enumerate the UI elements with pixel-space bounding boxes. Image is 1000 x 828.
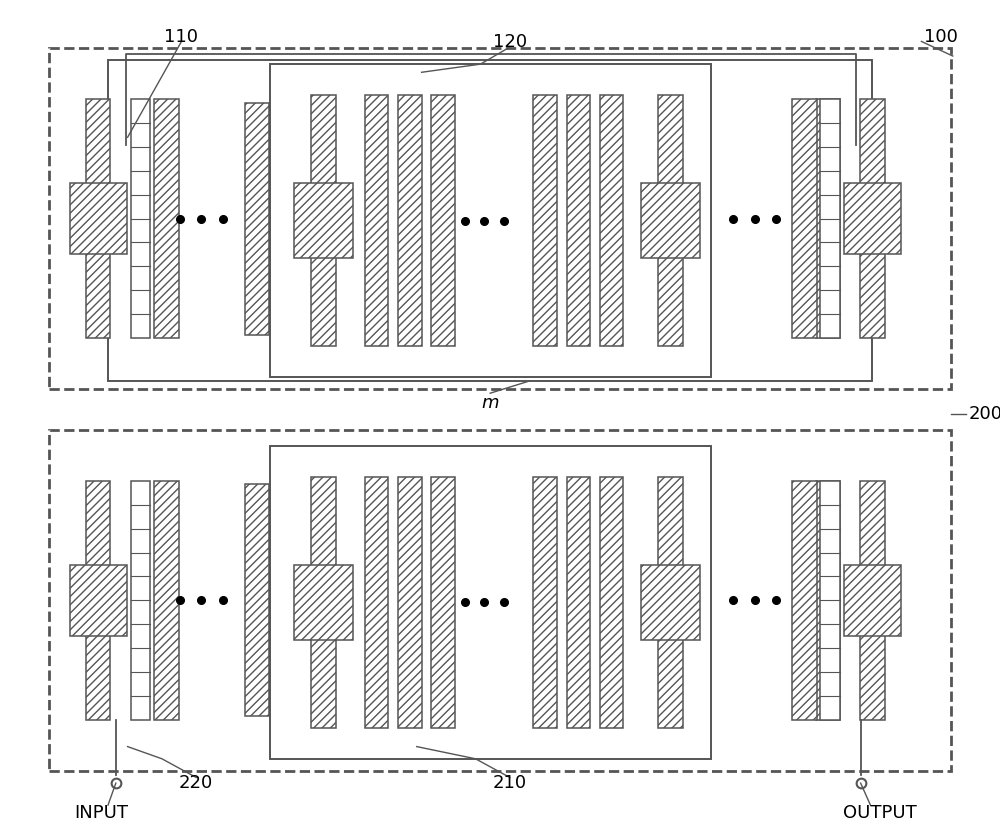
Bar [816, 481, 840, 720]
Bar [658, 96, 683, 346]
Bar [816, 100, 840, 339]
Bar [398, 96, 422, 346]
Bar [131, 481, 150, 720]
Bar [600, 478, 623, 728]
Bar [49, 49, 951, 390]
Bar [820, 100, 840, 339]
Bar [600, 96, 623, 346]
Bar [270, 65, 711, 378]
Text: 110: 110 [164, 27, 198, 46]
Bar [294, 184, 353, 259]
Bar [398, 478, 422, 728]
Bar [567, 96, 590, 346]
Bar [533, 96, 557, 346]
Bar [311, 96, 336, 346]
Bar [431, 96, 455, 346]
Bar [86, 481, 110, 720]
Bar [311, 478, 336, 728]
Bar [131, 100, 150, 339]
Bar [792, 481, 817, 720]
Bar [533, 478, 557, 728]
Bar [86, 100, 110, 339]
Text: 120: 120 [493, 33, 527, 51]
Text: m: m [481, 393, 499, 412]
Bar [245, 104, 269, 335]
Bar [641, 566, 700, 640]
Bar [431, 478, 455, 728]
Bar [108, 61, 872, 382]
Text: OUTPUT: OUTPUT [843, 802, 917, 821]
Bar [820, 481, 840, 720]
Text: INPUT: INPUT [74, 802, 128, 821]
Bar [154, 100, 179, 339]
Bar [860, 100, 885, 339]
Text: 100: 100 [924, 27, 958, 46]
Bar [365, 96, 388, 346]
Bar [70, 565, 127, 637]
Text: 210: 210 [493, 773, 527, 792]
Text: 220: 220 [179, 773, 213, 792]
Bar [154, 481, 179, 720]
Bar [792, 100, 817, 339]
Bar [844, 184, 901, 255]
Bar [860, 481, 885, 720]
Bar [49, 431, 951, 771]
Text: 200: 200 [968, 405, 1000, 423]
Bar [658, 478, 683, 728]
Bar [365, 478, 388, 728]
Bar [70, 184, 127, 255]
Bar [245, 484, 269, 716]
Bar [641, 184, 700, 259]
Bar [294, 566, 353, 640]
Bar [270, 446, 711, 758]
Bar [567, 478, 590, 728]
Bar [844, 565, 901, 637]
